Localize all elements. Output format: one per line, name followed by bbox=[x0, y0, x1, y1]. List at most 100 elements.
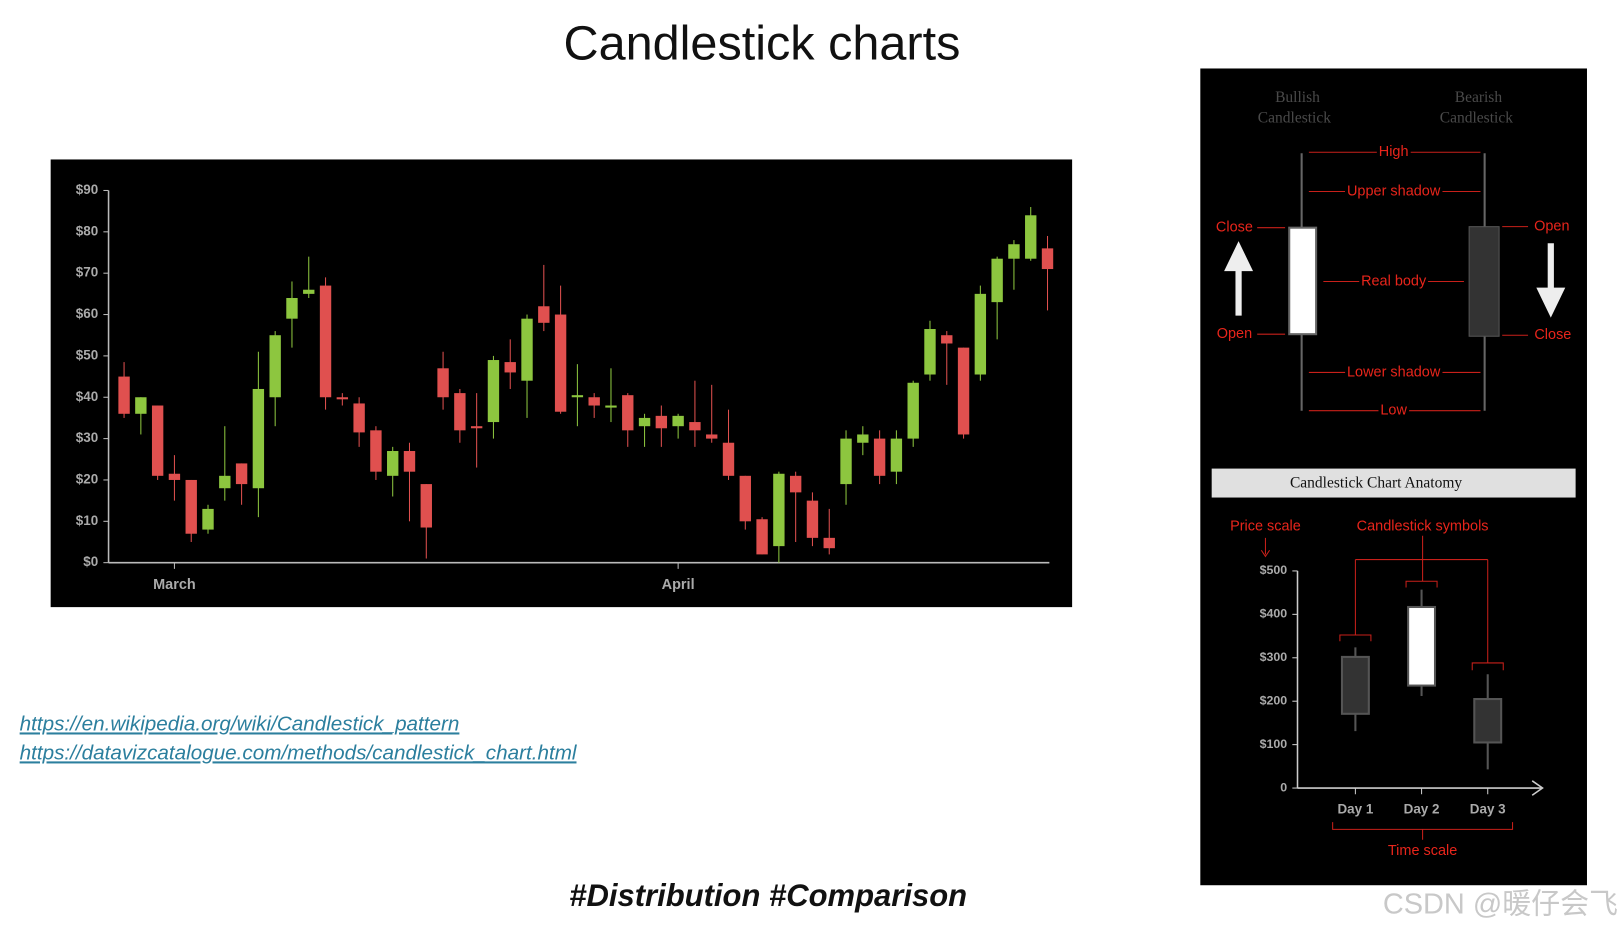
candle-body bbox=[286, 297, 298, 319]
y-tick-label: $90 bbox=[76, 182, 98, 197]
bearish-body bbox=[1468, 226, 1500, 337]
y-tick-label: 0 bbox=[1280, 780, 1287, 794]
candle-body bbox=[756, 519, 768, 555]
candle-body bbox=[1340, 655, 1370, 715]
candle-body bbox=[387, 451, 399, 476]
candle-body bbox=[269, 335, 281, 398]
down-arrow bbox=[1536, 243, 1566, 318]
candle-body bbox=[554, 314, 567, 412]
candle-body bbox=[991, 258, 1003, 303]
bullish-body bbox=[1288, 226, 1318, 336]
candle-body bbox=[638, 417, 651, 427]
slide-title: Candlestick charts bbox=[564, 17, 961, 71]
part-label: Lower shadow bbox=[1347, 364, 1441, 380]
caption-bar bbox=[1211, 468, 1576, 498]
candle-body bbox=[504, 362, 516, 373]
y-tick-label: $20 bbox=[76, 472, 98, 487]
x-tick-label: March bbox=[153, 577, 196, 593]
candle-body bbox=[403, 451, 416, 472]
candle-body bbox=[957, 347, 970, 435]
part-label: High bbox=[1379, 144, 1409, 160]
y-tick-label: $200 bbox=[1260, 693, 1288, 707]
candle-body bbox=[336, 397, 349, 400]
candle-body bbox=[470, 426, 483, 429]
y-tick-label: $500 bbox=[1260, 563, 1288, 577]
candle-body bbox=[722, 442, 735, 476]
x-tick-label: Day 1 bbox=[1337, 801, 1373, 816]
candle-body bbox=[235, 463, 248, 485]
candle-body bbox=[487, 360, 500, 423]
candle-body bbox=[806, 500, 819, 538]
candle-body bbox=[974, 293, 987, 375]
candle-body bbox=[185, 479, 197, 534]
candle-body bbox=[1008, 244, 1020, 259]
candle-body bbox=[706, 434, 718, 439]
candle-body bbox=[672, 415, 684, 427]
candle-body bbox=[873, 438, 886, 476]
candle-body bbox=[303, 289, 315, 294]
x-tick-label: Day 3 bbox=[1470, 801, 1506, 816]
candle-body bbox=[689, 422, 701, 431]
bullish-label: Candlestick bbox=[1258, 110, 1331, 127]
bearish-label: Candlestick bbox=[1440, 110, 1513, 127]
candle-body bbox=[907, 382, 919, 439]
candle-body bbox=[739, 475, 751, 522]
open-label: Open bbox=[1217, 326, 1252, 342]
candle-body bbox=[202, 508, 214, 530]
x-tick-label: Day 2 bbox=[1404, 801, 1440, 816]
up-arrow bbox=[1224, 241, 1254, 316]
candle-body bbox=[219, 475, 231, 489]
candle-body bbox=[168, 473, 181, 480]
y-tick-label: $0 bbox=[83, 554, 98, 569]
watermark: CSDN @暖仔会飞 bbox=[1383, 889, 1618, 921]
close-label: Close bbox=[1534, 327, 1571, 343]
y-tick-label: $60 bbox=[76, 306, 98, 321]
candle-body bbox=[538, 306, 550, 323]
y-tick-label: $80 bbox=[76, 223, 98, 238]
candle-body bbox=[588, 397, 600, 406]
candle-body bbox=[924, 329, 936, 375]
annotation: Price scale bbox=[1230, 518, 1301, 534]
candle-body bbox=[655, 415, 668, 429]
candle-body bbox=[420, 484, 432, 528]
bracket bbox=[1339, 535, 1504, 671]
candle-body bbox=[1473, 697, 1503, 744]
link[interactable]: https://datavizcatalogue.com/methods/can… bbox=[20, 741, 578, 764]
part-label: Low bbox=[1380, 403, 1407, 419]
candle-body bbox=[840, 438, 852, 485]
anatomy-panel: Bullish Candlestick Bearish Candlestick … bbox=[1200, 68, 1587, 886]
y-tick-label: $70 bbox=[76, 265, 98, 280]
bracket bbox=[1332, 822, 1514, 840]
candle-body bbox=[437, 368, 449, 398]
annotation: Candlestick symbols bbox=[1357, 518, 1489, 534]
bullish-label: Bullish bbox=[1275, 89, 1320, 106]
candle-body bbox=[454, 393, 466, 431]
candle-body bbox=[252, 388, 265, 489]
candle-body bbox=[773, 473, 785, 547]
candle-body bbox=[823, 537, 835, 549]
candle-body bbox=[857, 434, 869, 443]
candle-body bbox=[118, 376, 130, 414]
candle-body bbox=[941, 335, 953, 344]
y-tick-label: $40 bbox=[76, 389, 98, 404]
candle-body bbox=[353, 403, 365, 433]
link[interactable]: https://en.wikipedia.org/wiki/Candlestic… bbox=[20, 712, 460, 735]
bearish-label: Bearish bbox=[1455, 89, 1503, 106]
candle-body bbox=[1041, 248, 1054, 270]
annotation: Time scale bbox=[1388, 843, 1457, 859]
candle-body bbox=[319, 285, 332, 398]
candle-body bbox=[605, 405, 617, 408]
part-arrows bbox=[1257, 151, 1529, 412]
y-tick-label: $100 bbox=[1260, 737, 1288, 751]
candle-body bbox=[622, 395, 634, 431]
candle-body bbox=[521, 318, 533, 381]
candle-body bbox=[571, 395, 584, 398]
y-tick-label: $30 bbox=[76, 430, 98, 445]
y-tick-label: $400 bbox=[1260, 607, 1288, 621]
y-tick-label: $50 bbox=[76, 347, 98, 362]
axis-arrow bbox=[1531, 780, 1544, 796]
candle-body bbox=[789, 475, 802, 493]
close-label: Close bbox=[1216, 220, 1253, 236]
hashtags: #Distribution #Comparison bbox=[569, 878, 967, 913]
